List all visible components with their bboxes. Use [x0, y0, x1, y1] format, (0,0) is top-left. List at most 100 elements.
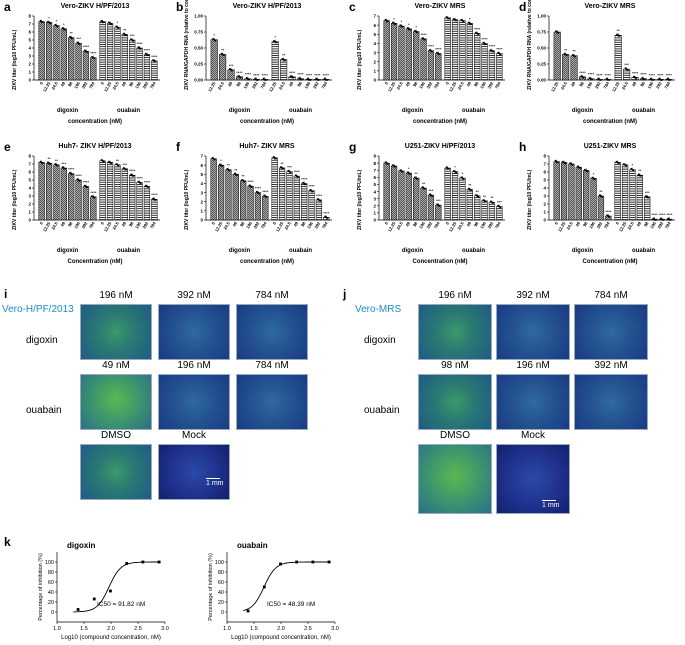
category-label: 12.25	[268, 80, 278, 92]
category-label: 98	[128, 220, 135, 227]
ouabain-bar	[488, 201, 496, 221]
ouabain-bar	[136, 47, 143, 81]
replicate-dot	[319, 199, 322, 202]
significance-mark: ****	[657, 72, 664, 77]
digoxin-bar	[590, 178, 597, 221]
y-tick-label: 6	[373, 23, 376, 28]
ouabain-bar	[474, 33, 481, 81]
category-label: 24.5	[222, 220, 231, 230]
imaging-i-row2-label: ouabain	[26, 405, 62, 416]
bar-panel-c: c Vero-ZIKV MRS ZIKV titer (log10 PFU/mL) c…	[345, 0, 515, 140]
category-label: 12.25	[103, 80, 113, 92]
significance-mark: ****	[129, 168, 136, 173]
category-label: 49	[121, 220, 128, 227]
category-label: 196	[73, 220, 81, 229]
replicate-dot	[557, 31, 560, 34]
x-tick-label: 2.0	[277, 626, 285, 632]
category-label: 196	[134, 220, 142, 229]
replicate-dot	[282, 167, 285, 170]
ouabain-bar	[151, 198, 158, 221]
x-tick-label: 1.5	[80, 626, 88, 632]
category-label: 0	[554, 220, 560, 225]
ouabain-bar	[481, 43, 488, 81]
replicate-dot	[326, 79, 328, 82]
image-concentration-label: 196 nM	[516, 360, 550, 371]
replicate-dot	[386, 163, 389, 165]
group-label: digoxin	[402, 248, 424, 254]
digoxin-bar	[553, 161, 560, 221]
y-tick-label: 7	[28, 162, 31, 167]
ouabain-bar	[614, 34, 622, 81]
replicate-dot	[632, 169, 635, 172]
category-label: 24.5	[456, 220, 465, 230]
x-axis-label: Concentration (nM)	[582, 259, 638, 265]
replicate-dot	[556, 161, 559, 164]
significance-mark: ***	[122, 162, 127, 167]
category-label: 784	[149, 80, 157, 89]
category-label: 0	[272, 220, 278, 225]
image-concentration-label: 392 nM	[177, 290, 211, 301]
ic50-annotation: IC50 = 91.82 nM	[97, 601, 145, 608]
replicate-dot	[56, 164, 59, 167]
digoxin-micrograph	[418, 304, 492, 360]
x-axis-label: Log10 (compound concentration, nM)	[231, 635, 331, 641]
category-label: 784	[602, 80, 610, 89]
y-tick-label: 8	[543, 154, 546, 159]
category-label: 12.25	[275, 220, 285, 232]
category-label: 392	[595, 220, 603, 229]
replicate-dot	[401, 170, 404, 173]
category-label: 98	[578, 80, 585, 87]
data-point	[262, 585, 266, 589]
ouabain-bar	[106, 22, 114, 81]
digoxin-bar	[217, 164, 225, 221]
replicate-dot	[401, 25, 404, 28]
ouabain-bar	[271, 157, 278, 221]
category-label: 0	[39, 220, 45, 225]
digoxin-bar	[583, 170, 590, 221]
category-label: 24.5	[456, 80, 465, 90]
y-tick-label: 100	[45, 560, 54, 566]
data-point	[311, 560, 315, 564]
y-tick-label: 5	[200, 172, 203, 177]
y-tick-label: 6	[28, 170, 31, 175]
replicate-dot	[652, 79, 655, 82]
category-label: 49	[466, 80, 473, 87]
significance-mark: **	[234, 167, 238, 172]
ouabain-bar	[451, 171, 459, 221]
category-label: 784	[259, 80, 267, 89]
category-label: 196	[588, 220, 596, 229]
significance-mark: ****	[428, 44, 435, 49]
significance-mark: **	[281, 161, 285, 166]
image-concentration-label: DMSO	[101, 430, 131, 441]
significance-mark: **	[282, 53, 286, 58]
replicate-dot	[78, 179, 81, 182]
ouabain-bar	[143, 54, 151, 81]
y-tick-label: 4	[373, 189, 376, 194]
significance-mark: *	[593, 171, 595, 176]
replicate-dot	[275, 41, 278, 44]
y-tick-label: 1	[373, 69, 376, 74]
replicate-dot	[409, 28, 411, 31]
replicate-dot	[139, 47, 142, 50]
replicate-dot	[660, 79, 663, 82]
significance-mark: ****	[151, 192, 158, 197]
group-label: ouabain	[117, 248, 140, 254]
replicate-dot	[455, 19, 458, 22]
digoxin-bar	[597, 195, 605, 221]
significance-mark: **	[564, 47, 568, 52]
y-tick-label: 100	[215, 560, 224, 566]
ouabain-bar	[644, 196, 651, 221]
significance-mark: **	[70, 31, 74, 36]
category-label: 784	[494, 80, 502, 89]
digoxin-bar	[82, 50, 90, 81]
replicate-dot	[86, 186, 89, 189]
category-label: 784	[88, 220, 96, 229]
digoxin-bar	[38, 162, 45, 221]
significance-mark: ****	[247, 179, 254, 184]
y-tick-label: 8	[28, 14, 31, 19]
significance-mark: ****	[90, 51, 97, 56]
y-tick-label: 3	[543, 194, 546, 199]
replicate-dot	[564, 162, 567, 165]
y-axis-label: Percentage of inhibition (%)	[38, 553, 44, 621]
digoxin-bar	[390, 23, 398, 81]
